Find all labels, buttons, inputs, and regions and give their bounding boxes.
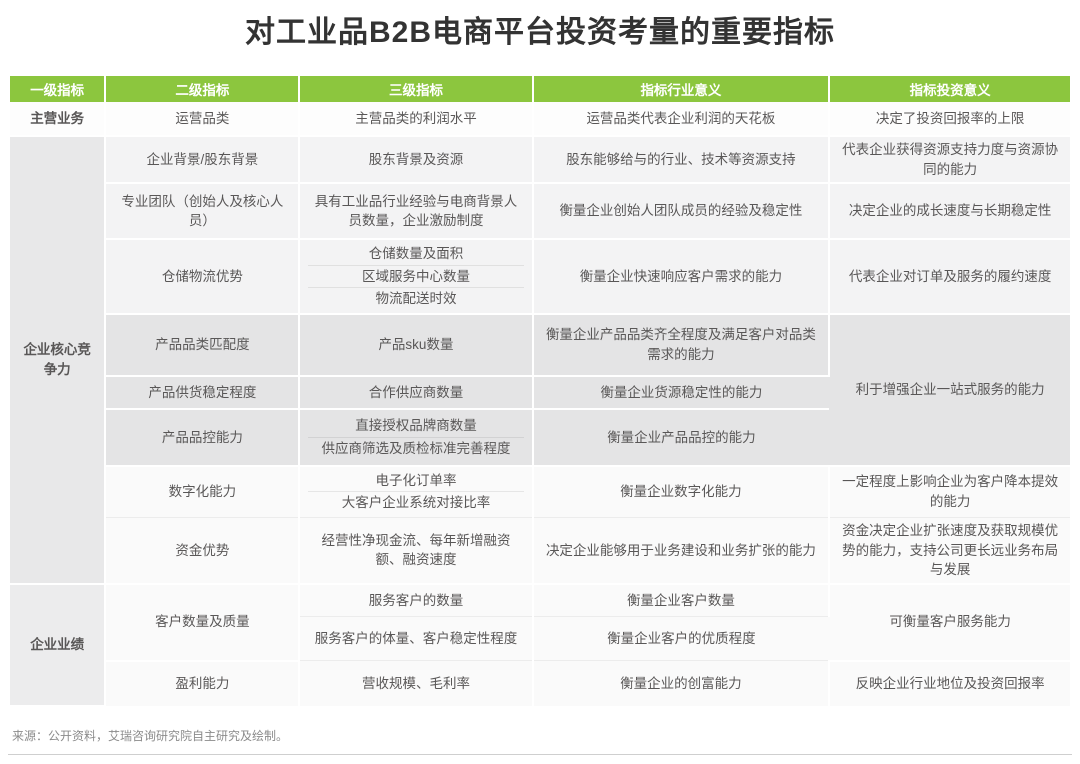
l2-cell: 企业背景/股东背景 xyxy=(105,136,301,185)
l1-cell: 企业业绩 xyxy=(10,583,107,707)
header-cell-industry: 指标行业意义 xyxy=(532,76,831,102)
industry-cell: 衡量企业产品品控的能力 xyxy=(532,408,830,467)
table-row: 盈利能力 营收规模、毛利率 衡量企业的创富能力 反映企业行业地位及投资回报率 xyxy=(10,660,1070,706)
l2-cell: 运营品类 xyxy=(105,102,301,137)
investment-cell: 代表企业获得资源支持力度与资源协同的能力 xyxy=(829,136,1070,185)
table-row: 主营业务 运营品类 主营品类的利润水平 运营品类代表企业利润的天花板 决定了投资… xyxy=(10,102,1070,137)
l2-cell: 产品供货稳定程度 xyxy=(105,375,301,410)
l3-cell: 电子化订单率 大客户企业系统对接比率 xyxy=(299,465,534,518)
l3-sub-item: 直接授权品牌商数量 xyxy=(355,418,477,434)
l2-cell: 产品品类匹配度 xyxy=(105,313,301,377)
industry-cell: 衡量企业客户数量 xyxy=(532,583,831,618)
table-row: 专业团队（创始人及核心人员） 具有工业品行业经验与电商背景人员数量，企业激励制度… xyxy=(10,183,1070,241)
l3-cell: 主营品类的利润水平 xyxy=(299,102,534,137)
industry-cell: 衡量企业客户的优质程度 xyxy=(532,616,830,662)
industry-cell: 股东能够给与的行业、技术等资源支持 xyxy=(532,136,831,185)
l2-cell: 仓储物流优势 xyxy=(105,239,301,315)
l3-sub-item: 仓储数量及面积 xyxy=(368,246,464,262)
l3-cell: 经营性净现金流、每年新增融资额、融资速度 xyxy=(299,517,534,585)
l2-cell: 专业团队（创始人及核心人员） xyxy=(105,183,301,241)
l3-cell: 营收规模、毛利率 xyxy=(299,660,534,706)
l3-cell: 合作供应商数量 xyxy=(299,375,534,410)
l2-cell: 数字化能力 xyxy=(105,465,301,518)
l3-cell: 股东背景及资源 xyxy=(299,136,534,185)
l3-sub-item: 供应商筛选及质检标准完善程度 xyxy=(308,436,524,460)
l3-sub-item: 物流配送时效 xyxy=(308,287,524,310)
header-cell-level2: 二级指标 xyxy=(105,76,301,102)
investment-cell: 可衡量客户服务能力 xyxy=(829,583,1070,662)
table-row: 产品品控能力 直接授权品牌商数量 供应商筛选及质检标准完善程度 衡量企业产品品控… xyxy=(10,408,1070,467)
table-row: 产品品类匹配度 产品sku数量 衡量企业产品品类齐全程度及满足客户对品类需求的能… xyxy=(10,313,1070,467)
footer-divider xyxy=(8,753,1072,755)
l3-cell: 产品sku数量 xyxy=(299,313,534,377)
l2-cell: 盈利能力 xyxy=(105,660,301,706)
l2-cell: 产品品控能力 xyxy=(105,408,301,467)
industry-cell: 衡量企业的创富能力 xyxy=(532,660,831,706)
header-cell-level1: 一级指标 xyxy=(10,76,107,102)
indicators-table: 一级指标 二级指标 三级指标 指标行业意义 指标投资意义 主营业务 运营品类 主… xyxy=(10,76,1070,707)
l3-cell: 服务客户的体量、客户稳定性程度 xyxy=(299,616,534,662)
source-note: 来源：公开资料，艾瑞咨询研究院自主研究及绘制。 xyxy=(12,728,289,743)
industry-cell: 衡量企业数字化能力 xyxy=(532,465,831,518)
industry-cell: 运营品类代表企业利润的天花板 xyxy=(532,102,831,137)
investment-cell: 资金决定企业扩张速度及获取规模优势的能力，支持公司更长远业务布局与发展 xyxy=(829,517,1070,585)
l3-cell: 直接授权品牌商数量 供应商筛选及质检标准完善程度 xyxy=(299,408,534,467)
table-row: 服务客户的体量、客户稳定性程度 衡量企业客户的优质程度 xyxy=(10,616,1070,662)
investment-cell: 反映企业行业地位及投资回报率 xyxy=(829,660,1070,706)
table-row: 企业业绩 客户数量及质量 服务客户的数量 衡量企业客户数量 可衡量客户服务能力 xyxy=(10,583,1070,707)
l1-cell: 企业核心竞争力 xyxy=(10,136,107,585)
industry-cell: 衡量企业产品品类齐全程度及满足客户对品类需求的能力 xyxy=(532,313,831,377)
industry-cell: 衡量企业快速响应客户需求的能力 xyxy=(532,239,831,315)
investment-cell: 决定企业的成长速度与长期稳定性 xyxy=(829,183,1070,241)
footer-bar: ©2019.10 iResearch Inc. www.iresearch.co… xyxy=(0,755,1080,764)
industry-cell: 衡量企业货源稳定性的能力 xyxy=(532,375,830,410)
table-row: 企业核心竞争力 企业背景/股东背景 股东背景及资源 股东能够给与的行业、技术等资… xyxy=(10,136,1070,585)
investment-cell: 利于增强企业一站式服务的能力 xyxy=(829,313,1070,467)
table-row: 数字化能力 电子化订单率 大客户企业系统对接比率 衡量企业数字化能力 一定程度上… xyxy=(10,465,1070,518)
table-row: 仓储物流优势 仓储数量及面积 区域服务中心数量 物流配送时效 衡量企业快速响应客… xyxy=(10,239,1070,315)
l3-sub-item: 区域服务中心数量 xyxy=(308,264,524,288)
l2-cell: 资金优势 xyxy=(105,517,301,585)
l3-cell: 服务客户的数量 xyxy=(299,583,534,618)
investment-cell: 决定了投资回报率的上限 xyxy=(829,102,1070,137)
investment-cell: 代表企业对订单及服务的履约速度 xyxy=(829,239,1070,315)
page-title: 对工业品B2B电商平台投资考量的重要指标 xyxy=(244,16,835,49)
l3-cell: 仓储数量及面积 区域服务中心数量 物流配送时效 xyxy=(299,239,534,315)
report-figure: 对工业品B2B电商平台投资考量的重要指标 一级指标 二级指标 三级指标 指标行业… xyxy=(0,12,1080,764)
industry-cell: 衡量企业创始人团队成员的经验及稳定性 xyxy=(532,183,831,241)
l3-cell: 具有工业品行业经验与电商背景人员数量，企业激励制度 xyxy=(299,183,534,241)
header-cell-level3: 三级指标 xyxy=(299,76,534,102)
table-row: 资金优势 经营性净现金流、每年新增融资额、融资速度 决定企业能够用于业务建设和业… xyxy=(10,517,1070,585)
header-row: 一级指标 二级指标 三级指标 指标行业意义 指标投资意义 xyxy=(10,76,1070,102)
l2-cell: 客户数量及质量 xyxy=(105,583,301,662)
investment-cell: 一定程度上影响企业为客户降本提效的能力 xyxy=(829,465,1070,518)
header-cell-investment: 指标投资意义 xyxy=(829,76,1070,102)
l3-sub-item: 电子化订单率 xyxy=(375,472,457,488)
industry-cell: 决定企业能够用于业务建设和业务扩张的能力 xyxy=(532,517,831,585)
l3-sub-item: 大客户企业系统对接比率 xyxy=(308,491,524,514)
table-row: 产品供货稳定程度 合作供应商数量 衡量企业货源稳定性的能力 xyxy=(10,375,1070,410)
l1-cell: 主营业务 xyxy=(10,102,107,137)
